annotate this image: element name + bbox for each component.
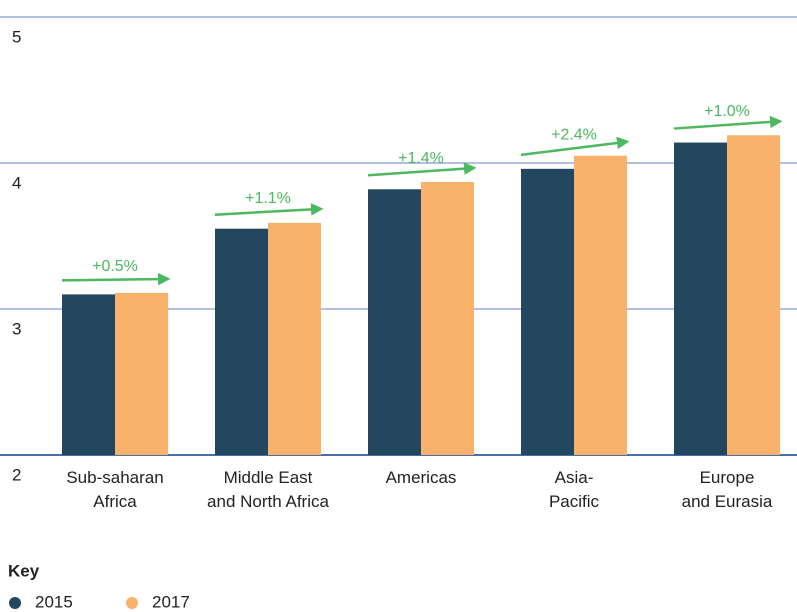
change-arrow (673, 115, 783, 130)
y-tick-label: 4 (12, 173, 21, 192)
change-arrow (214, 203, 324, 216)
x-tick-label: Europe and Eurasia (681, 468, 773, 511)
change-label: +0.5% (92, 258, 138, 275)
x-tick-label: Americas (385, 468, 457, 487)
change-label: +1.1% (245, 190, 291, 207)
change-arrow (61, 272, 171, 286)
x-tick-label: Middle East and North Africa (207, 468, 329, 511)
bar (521, 168, 574, 455)
change-arrow (367, 162, 477, 177)
y-tick-label: 2 (12, 465, 21, 484)
legend-swatch (9, 597, 21, 609)
bar (115, 292, 168, 455)
change-label: +1.4% (398, 150, 444, 167)
legend-swatch (126, 597, 138, 609)
change-label: +2.4% (551, 126, 597, 143)
x-tick-label: Sub-saharan Africa (66, 468, 164, 511)
bar (421, 181, 474, 456)
change-label: +1.0% (704, 103, 750, 120)
bar (62, 294, 115, 455)
x-tick-label: Asia- Pacific (548, 468, 600, 511)
bar (215, 228, 268, 455)
bar (268, 222, 321, 455)
y-tick-label: 5 (12, 27, 21, 46)
bar (727, 135, 780, 455)
legend-label: 2017 (152, 592, 190, 611)
bar (674, 142, 727, 455)
y-tick-label: 3 (12, 319, 21, 338)
legend-title: Key (8, 561, 40, 580)
change-arrow (520, 136, 630, 157)
bar (368, 189, 421, 455)
bar (574, 155, 627, 455)
legend-label: 2015 (35, 592, 73, 611)
